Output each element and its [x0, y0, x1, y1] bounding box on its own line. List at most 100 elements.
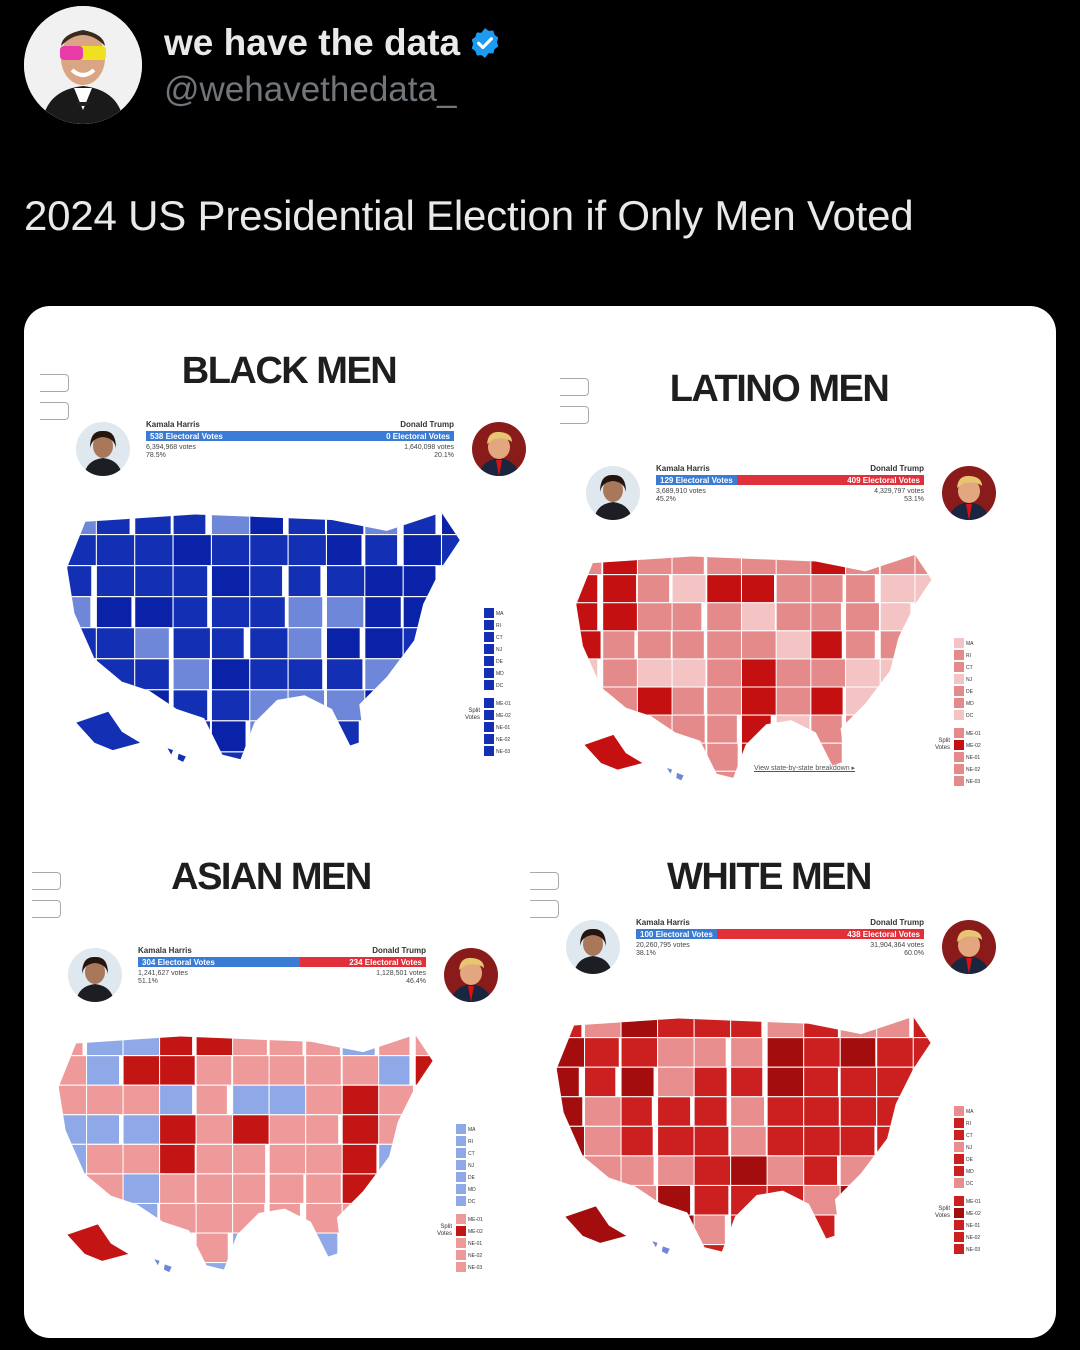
state-shape[interactable]: [287, 689, 326, 722]
state-shape[interactable]: [232, 1173, 267, 1204]
state-shape[interactable]: [602, 602, 639, 632]
state-shape[interactable]: [440, 565, 474, 598]
state-shape[interactable]: [305, 1055, 342, 1086]
state-shape[interactable]: [671, 742, 707, 772]
state-shape[interactable]: [693, 1125, 730, 1157]
state-shape[interactable]: [134, 720, 177, 753]
state-shape[interactable]: [740, 602, 776, 632]
state-shape[interactable]: [305, 1084, 343, 1116]
state-shape[interactable]: [159, 1026, 194, 1057]
state-shape[interactable]: [636, 686, 676, 716]
display-name[interactable]: we have the data: [164, 22, 461, 63]
state-shape[interactable]: [636, 630, 672, 660]
state-shape[interactable]: [568, 686, 608, 716]
state-shape[interactable]: [378, 1055, 411, 1086]
state-shape[interactable]: [766, 1096, 809, 1127]
toolbar-tab-icon[interactable]: [40, 402, 69, 420]
state-shape[interactable]: [305, 1114, 340, 1145]
state-shape[interactable]: [766, 1155, 807, 1186]
state-shape[interactable]: [195, 1114, 234, 1145]
state-shape[interactable]: [325, 689, 368, 722]
state-shape-alaska[interactable]: [565, 1206, 627, 1243]
state-shape[interactable]: [249, 504, 285, 536]
state-shape[interactable]: [803, 1037, 846, 1068]
state-shape[interactable]: [122, 1262, 158, 1293]
state-shape[interactable]: [134, 751, 176, 783]
state-shape[interactable]: [232, 1026, 268, 1057]
state-shape[interactable]: [210, 565, 254, 598]
state-shape[interactable]: [671, 547, 705, 576]
state-shape[interactable]: [287, 596, 324, 629]
state-shape[interactable]: [876, 1214, 916, 1246]
state-shape[interactable]: [159, 1114, 198, 1145]
toolbar-tab-icon[interactable]: [530, 872, 559, 890]
state-shape[interactable]: [671, 686, 705, 716]
state-shape[interactable]: [172, 627, 212, 660]
electoral-map[interactable]: [58, 498, 478, 783]
state-shape[interactable]: [740, 547, 780, 576]
state-shape[interactable]: [210, 658, 254, 691]
state-shape[interactable]: [876, 1008, 911, 1039]
toolbar-tab-icon[interactable]: [530, 900, 559, 918]
state-shape[interactable]: [172, 658, 211, 691]
state-shape[interactable]: [210, 627, 245, 660]
state-shape[interactable]: [287, 627, 323, 660]
post-image[interactable]: BLACK MEN Kamala Harris Donald Trump 538 El…: [24, 306, 1056, 1338]
state-shape[interactable]: [584, 1096, 626, 1127]
state-shape[interactable]: [657, 1037, 697, 1068]
state-shape[interactable]: [95, 565, 136, 598]
state-shape[interactable]: [766, 1184, 808, 1216]
state-shape[interactable]: [620, 1037, 659, 1068]
state-shape[interactable]: [440, 751, 477, 783]
state-shape[interactable]: [548, 1244, 581, 1275]
state-shape[interactable]: [249, 689, 289, 722]
state-shape[interactable]: [876, 1037, 919, 1068]
state-shape[interactable]: [775, 686, 812, 716]
state-shape[interactable]: [730, 1214, 765, 1246]
state-shape[interactable]: [58, 596, 92, 629]
state-shape[interactable]: [86, 1114, 121, 1145]
state-shape[interactable]: [325, 627, 361, 660]
state-shape[interactable]: [95, 504, 131, 536]
state-shape[interactable]: [548, 1037, 587, 1068]
state-shape[interactable]: [210, 689, 253, 722]
state-shape[interactable]: [636, 770, 673, 799]
state-shape[interactable]: [364, 627, 404, 660]
state-shape[interactable]: [268, 1143, 308, 1175]
state-shape[interactable]: [86, 1026, 124, 1057]
state-shape[interactable]: [134, 565, 177, 598]
state-shape[interactable]: [620, 1066, 655, 1098]
state-shape[interactable]: [195, 1202, 235, 1234]
state-shape[interactable]: [402, 658, 440, 691]
state-shape[interactable]: [620, 1244, 663, 1275]
state-shape[interactable]: [364, 720, 401, 753]
state-shape[interactable]: [810, 630, 843, 660]
state-shape[interactable]: [879, 714, 919, 744]
state-shape-alaska[interactable]: [67, 1224, 129, 1261]
toolbar-tab-icon[interactable]: [40, 374, 69, 392]
state-shape[interactable]: [584, 1244, 621, 1275]
state-shape[interactable]: [845, 714, 885, 744]
state-shape[interactable]: [568, 658, 599, 688]
state-shape[interactable]: [50, 1143, 91, 1175]
state-shape[interactable]: [730, 1066, 764, 1098]
state-shape[interactable]: [636, 714, 673, 744]
state-shape[interactable]: [706, 630, 747, 660]
state-shape[interactable]: [914, 547, 948, 576]
state-shape[interactable]: [50, 1114, 88, 1145]
state-shape[interactable]: [341, 1202, 382, 1234]
state-shape[interactable]: [845, 574, 876, 604]
state-shape[interactable]: [232, 1202, 266, 1234]
state-shape[interactable]: [775, 770, 808, 799]
state-shape[interactable]: [440, 658, 478, 691]
state-shape[interactable]: [325, 658, 364, 691]
state-shape[interactable]: [58, 504, 101, 536]
state-shape[interactable]: [287, 504, 327, 536]
state-shape[interactable]: [159, 1084, 194, 1116]
state-shape[interactable]: [568, 602, 599, 632]
state-shape[interactable]: [305, 1173, 342, 1204]
state-shape[interactable]: [912, 1244, 945, 1275]
state-shape[interactable]: [740, 686, 778, 716]
state-shape[interactable]: [122, 1143, 164, 1175]
state-shape[interactable]: [584, 1155, 626, 1186]
